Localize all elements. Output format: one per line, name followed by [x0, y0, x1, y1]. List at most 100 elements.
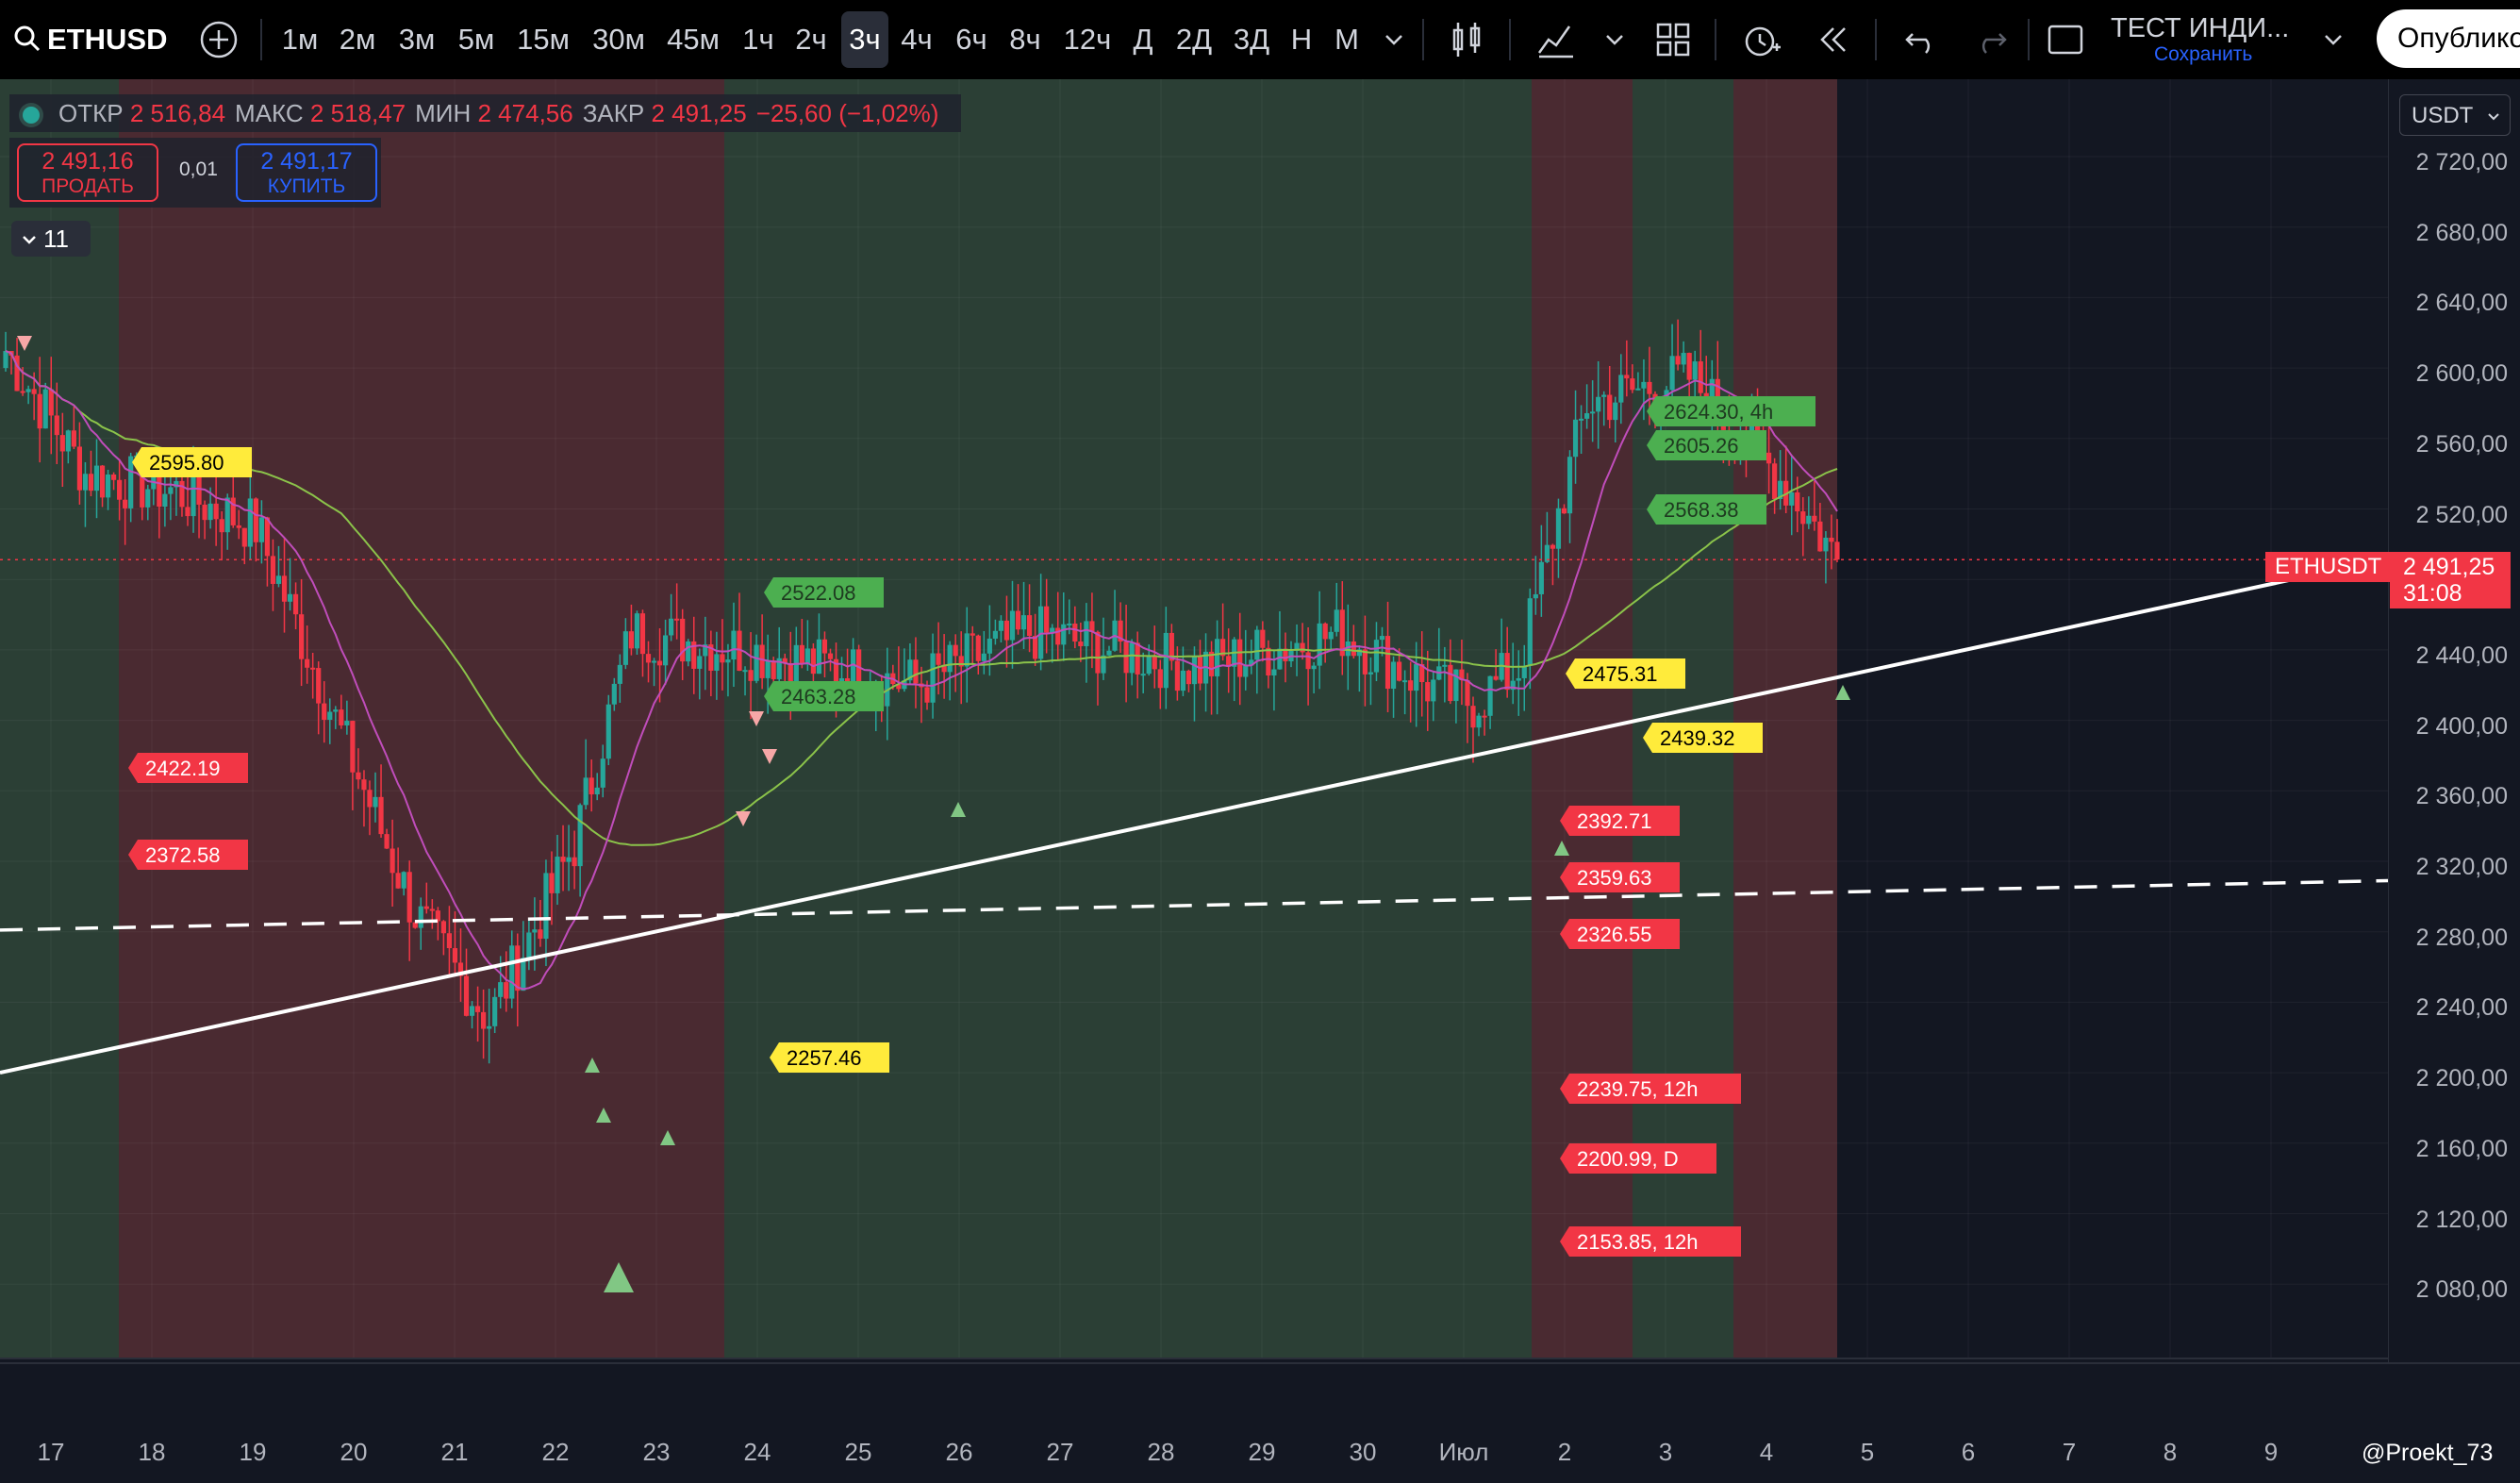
- interval-3[interactable]: 5м: [457, 23, 495, 56]
- currency-select[interactable]: USDT: [2399, 94, 2511, 136]
- interval-17[interactable]: Н: [1290, 23, 1313, 56]
- candle-body: [1641, 381, 1647, 389]
- candle-body: [185, 507, 191, 517]
- candle-body: [827, 653, 834, 659]
- candle-body: [992, 630, 998, 639]
- candle-body: [196, 469, 202, 505]
- candle-body: [1033, 636, 1038, 659]
- price-tick: 2 200,00: [2415, 1065, 2508, 1092]
- interval-11[interactable]: 6ч: [955, 23, 987, 56]
- candle-body: [350, 721, 356, 773]
- candle-body: [611, 683, 617, 705]
- price-label-tag: [1560, 1074, 1741, 1104]
- candle-body: [1590, 411, 1596, 414]
- indicators-dropdown-icon[interactable]: [1590, 15, 1639, 64]
- price-label-tag: [1647, 396, 1815, 426]
- candle-body: [344, 721, 350, 725]
- candle-body: [799, 644, 804, 665]
- candle-body: [37, 393, 42, 429]
- candle-body: [1356, 649, 1362, 657]
- visibility-dot-icon[interactable]: [23, 107, 40, 124]
- candle-body: [1567, 457, 1573, 514]
- interval-14[interactable]: Д: [1133, 23, 1153, 56]
- candle-body: [1601, 394, 1607, 397]
- chart-pane[interactable]: 2595.80 2422.19 2372.58 2522.08 2463.28 2257.…: [0, 79, 2388, 1362]
- interval-15[interactable]: 2Д: [1175, 23, 1213, 56]
- interval-7[interactable]: 1ч: [742, 23, 774, 56]
- interval-13[interactable]: 12ч: [1063, 23, 1112, 56]
- candle-body: [1834, 542, 1840, 560]
- candle-body: [401, 872, 406, 889]
- price-label-tag: [1560, 919, 1680, 949]
- price-chart[interactable]: 2595.80 2422.19 2372.58 2522.08 2463.28 2257.…: [0, 79, 2388, 1362]
- time-axis[interactable]: 17 18 19 20 21 22 23 24 25 26 27 28 29 30 Июл 2 3 4 5 6 7 8 9: [0, 1362, 2520, 1483]
- candle-body: [1050, 627, 1055, 633]
- candle-body: [1675, 356, 1681, 365]
- time-tick: 29: [1248, 1438, 1276, 1466]
- candle-body: [1271, 669, 1277, 675]
- candle-body: [628, 631, 635, 649]
- interval-4[interactable]: 15м: [517, 23, 570, 56]
- candle-body: [213, 503, 219, 520]
- candle-body: [776, 658, 782, 679]
- interval-0[interactable]: 1м: [281, 23, 319, 56]
- redo-icon[interactable]: [1965, 15, 2014, 64]
- candle-body: [1806, 515, 1812, 525]
- candle-body: [1681, 353, 1686, 365]
- interval-10[interactable]: 4ч: [901, 23, 933, 56]
- interval-18[interactable]: М: [1335, 23, 1359, 56]
- collapse-indicators-button[interactable]: 11: [11, 221, 91, 257]
- interval-2[interactable]: 3м: [398, 23, 436, 56]
- candle-body: [168, 487, 174, 494]
- layout-dropdown-icon[interactable]: [2309, 15, 2358, 64]
- interval-dropdown-icon[interactable]: [1369, 15, 1418, 64]
- layouts-icon[interactable]: [1649, 15, 1698, 64]
- candle-body: [1618, 375, 1624, 403]
- layout-name[interactable]: ТЕСТ ИНДИ...: [2111, 13, 2290, 43]
- candle-body: [1572, 419, 1579, 458]
- interval-6[interactable]: 45м: [667, 23, 720, 56]
- candle-body: [76, 446, 83, 491]
- last-symbol-tag: ETHUSDT: [2265, 552, 2392, 582]
- candle-body: [981, 653, 986, 661]
- indicators-icon[interactable]: [1532, 15, 1581, 64]
- trend-line: [0, 568, 2334, 1075]
- replay-icon[interactable]: [1809, 15, 1858, 64]
- candle-body: [202, 504, 207, 521]
- price-label-tag: [1560, 1143, 1716, 1174]
- interval-12[interactable]: 8ч: [1009, 23, 1041, 56]
- interval-9[interactable]: 3ч: [841, 11, 888, 68]
- sell-button[interactable]: 2 491,16 ПРОДАТЬ: [17, 143, 158, 202]
- undo-icon[interactable]: [1898, 15, 1947, 64]
- alert-icon[interactable]: [1737, 15, 1786, 64]
- candle-body: [622, 631, 628, 665]
- price-tick: 2 280,00: [2415, 924, 2508, 951]
- interval-1[interactable]: 2м: [339, 23, 376, 56]
- buy-button[interactable]: 2 491,17 КУПИТЬ: [236, 143, 377, 202]
- time-tick: 27: [1046, 1438, 1074, 1466]
- symbol-search[interactable]: ETHUSD: [13, 11, 167, 68]
- candle-body: [970, 633, 975, 636]
- price-label-text: 2372.58: [145, 843, 221, 867]
- candle-body: [446, 933, 453, 949]
- candle-body: [474, 1006, 481, 1012]
- candles-icon[interactable]: [1443, 15, 1492, 64]
- price-tick: 2 720,00: [2415, 149, 2508, 175]
- candle-body: [1226, 656, 1232, 667]
- candle-body: [179, 480, 185, 508]
- candle-body: [281, 575, 288, 602]
- candle-body: [395, 873, 401, 889]
- signal-marker-up: [1554, 841, 1569, 856]
- price-label-tag: [764, 681, 884, 711]
- add-symbol-icon[interactable]: [194, 15, 243, 64]
- publish-button[interactable]: Опубликовать: [2377, 9, 2520, 68]
- candle-body: [566, 857, 572, 862]
- layout-box-icon[interactable]: [2041, 15, 2090, 64]
- price-tick: 2 160,00: [2415, 1135, 2508, 1162]
- interval-8[interactable]: 2ч: [795, 23, 827, 56]
- price-axis[interactable]: 2 720,00 2 680,00 2 640,00 2 600,00 2 560,00…: [2388, 79, 2520, 1362]
- interval-5[interactable]: 30м: [592, 23, 645, 56]
- change-value: −25,60 (−1,02%): [755, 99, 939, 127]
- interval-16[interactable]: 3Д: [1233, 23, 1270, 56]
- candle-body: [25, 389, 31, 392]
